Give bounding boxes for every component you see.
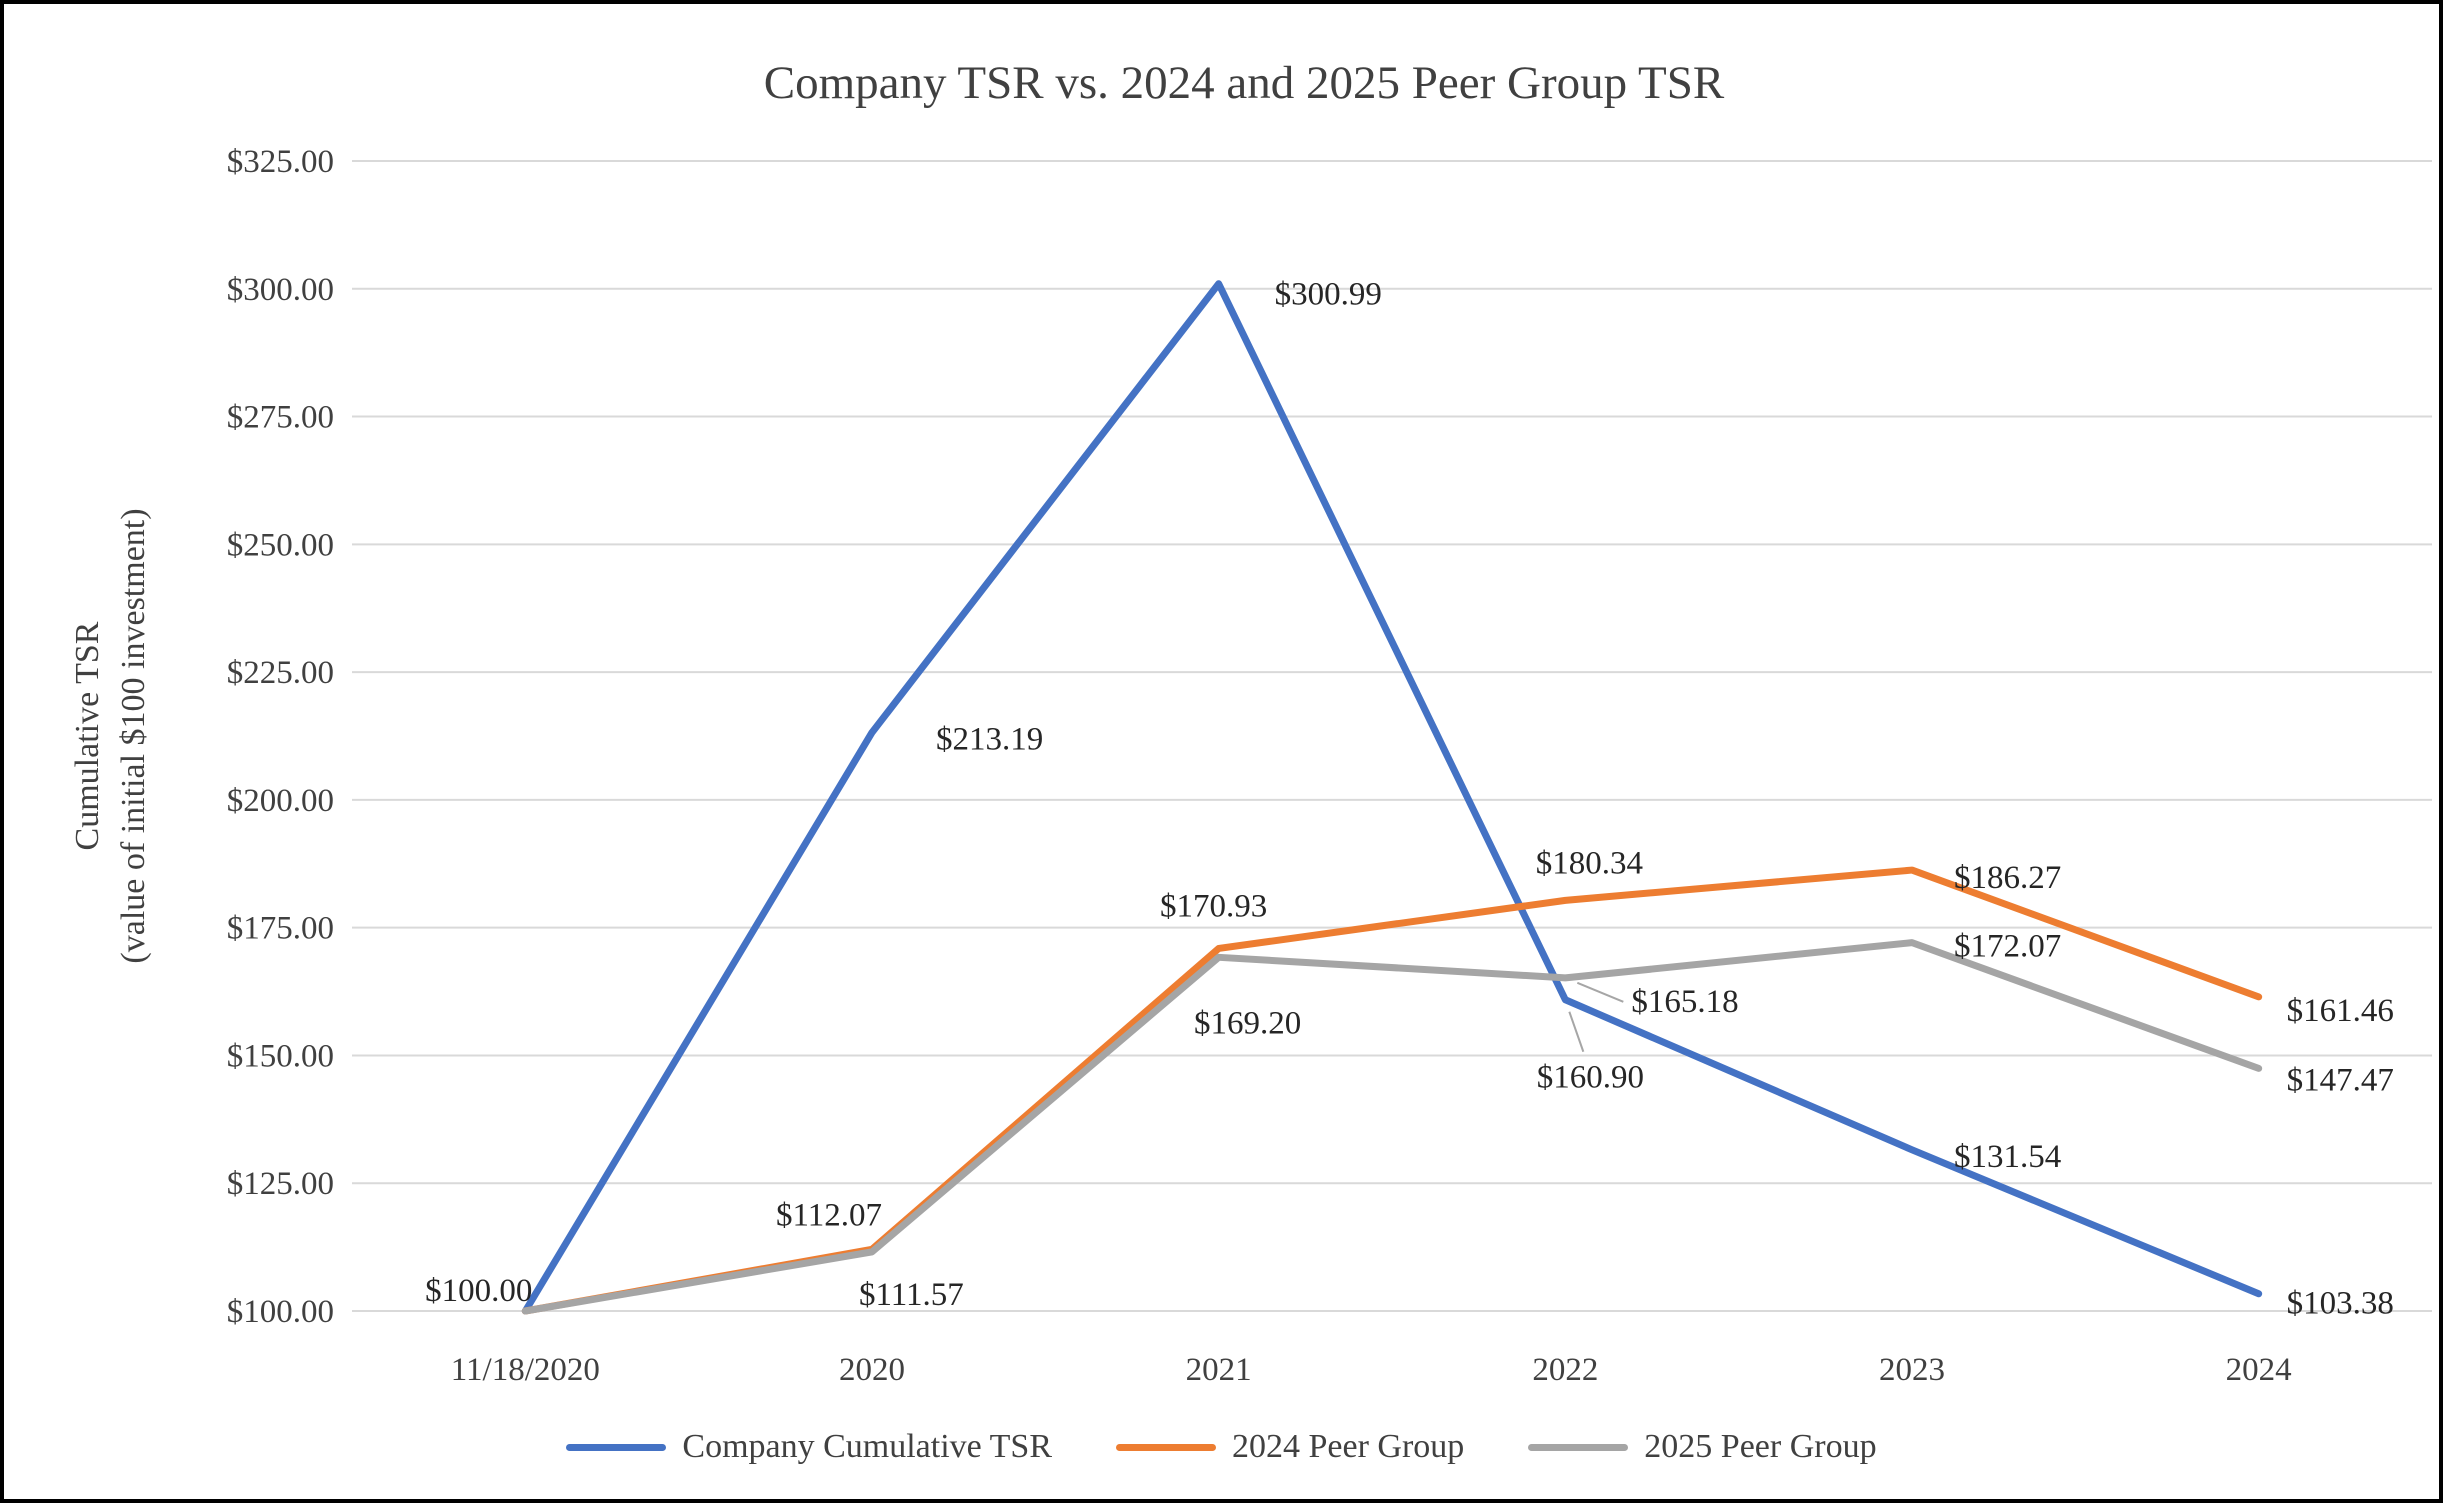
y-tick-label: $250.00: [227, 527, 334, 563]
data-label: $111.57: [859, 1277, 964, 1313]
x-tick-label: 2022: [1532, 1352, 1598, 1388]
x-tick-label: 2020: [839, 1352, 905, 1388]
leader-line: [1568, 1011, 1585, 1053]
legend-item-1: Company Cumulative TSR: [566, 1428, 1052, 1466]
data-label: $180.34: [1536, 845, 1643, 881]
y-tick-label: $100.00: [227, 1294, 334, 1330]
y-tick-label: $175.00: [227, 911, 334, 947]
legend-line-marker: [566, 1443, 667, 1451]
x-tick-label: 11/18/2020: [451, 1352, 600, 1388]
y-tick-label: $200.00: [227, 783, 334, 819]
leader-line: [1576, 981, 1624, 1003]
data-label: $147.47: [2287, 1062, 2394, 1098]
data-label: $186.27: [1954, 860, 2061, 896]
legend-label: 2025 Peer Group: [1644, 1428, 1877, 1465]
gridlines: [352, 160, 2432, 1312]
tsr-line-chart: Company TSR vs. 2024 and 2025 Peer Group…: [69, 57, 2432, 1388]
data-label: $213.19: [936, 721, 1043, 757]
data-label: $161.46: [2287, 993, 2394, 1029]
legend-label: 2024 Peer Group: [1232, 1428, 1465, 1465]
series-line-1: [521, 280, 2263, 1315]
data-label: $100.00: [425, 1273, 532, 1309]
data-label: $169.20: [1194, 1005, 1301, 1041]
y-tick-label: $300.00: [227, 272, 334, 308]
x-tick-label: 2024: [2226, 1352, 2292, 1388]
x-tick-label: 2023: [1879, 1352, 1945, 1388]
y-tick-label: $325.00: [227, 144, 334, 180]
y-axis-tick-labels: $100.00 $125.00 $150.00 $175.00 $200.00 $225.…: [227, 144, 334, 1330]
data-label: $112.07: [776, 1197, 882, 1233]
chart-title: Company TSR vs. 2024 and 2025 Peer Group…: [764, 57, 1725, 109]
y-axis-title-line1: Cumulative TSR: [69, 621, 106, 850]
x-tick-label: 2021: [1186, 1352, 1252, 1388]
data-label: $103.38: [2287, 1286, 2394, 1322]
legend-item-2: 2024 Peer Group: [1116, 1428, 1464, 1466]
data-label: $172.07: [1954, 929, 2061, 965]
legend-item-3: 2025 Peer Group: [1528, 1428, 1877, 1466]
y-tick-label: $150.00: [227, 1038, 334, 1074]
data-label: $160.90: [1537, 1060, 1644, 1096]
data-label-leader-lines: [1568, 981, 1624, 1053]
legend-label: Company Cumulative TSR: [682, 1428, 1052, 1465]
x-axis-tick-labels: 11/18/2020 2020 2021 2022 2023 2024: [451, 1352, 2292, 1388]
series-lines: [521, 280, 2263, 1315]
y-axis-title-line2: (value of initial $100 investment): [115, 508, 152, 963]
legend-line-marker: [1116, 1443, 1216, 1451]
data-label: $170.93: [1160, 888, 1267, 924]
data-label: $131.54: [1954, 1139, 2061, 1175]
y-tick-label: $225.00: [227, 655, 334, 691]
data-labels: $100.00 $213.19 $300.99 $160.90 $131.54 $103.…: [425, 277, 2394, 1322]
chart-legend: Company Cumulative TSR 2024 Peer Group 202…: [4, 1428, 2439, 1466]
data-label: $165.18: [1631, 984, 1738, 1020]
data-label: $300.99: [1275, 277, 1382, 313]
legend-line-marker: [1528, 1443, 1629, 1451]
series-line-3: [521, 939, 2263, 1315]
y-tick-label: $125.00: [227, 1166, 334, 1202]
y-tick-label: $275.00: [227, 400, 334, 436]
